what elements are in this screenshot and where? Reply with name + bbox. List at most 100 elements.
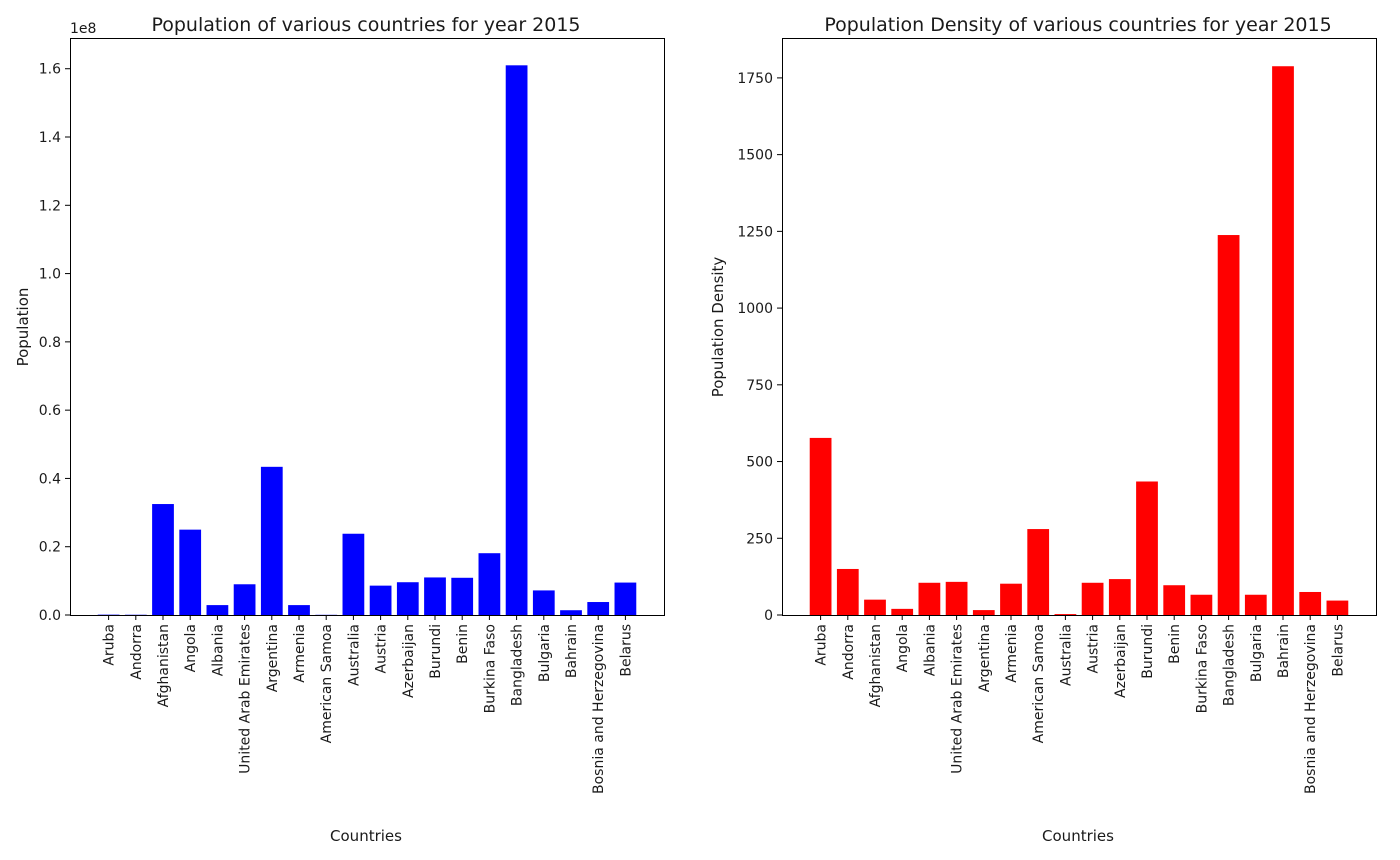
population-density-x-tick-label: Aruba: [814, 624, 830, 666]
population-density-x-tick-label: Australia: [1058, 624, 1074, 686]
population-bar-angola: [179, 529, 202, 615]
population-density-x-ticks: Aruba Andorra Afghanistan Angola Albania Unit…: [814, 615, 1346, 794]
population-density-bar-bangladesh: [1217, 235, 1240, 615]
population-density-bar-armenia: [1000, 583, 1022, 615]
population-bar-afghanistan: [152, 504, 174, 615]
population-density-x-tick-label: Angola: [895, 624, 911, 672]
population-density-x-tick-label: Bahrain: [1276, 624, 1292, 678]
population-x-tick-label: Belarus: [618, 624, 634, 677]
population-density-x-tick-label: Austria: [1086, 624, 1102, 673]
population-bar-armenia: [288, 605, 310, 615]
population-density-bar-albania: [918, 582, 941, 615]
population-density-bar-belarus: [1326, 600, 1349, 615]
population-x-tick-label: Burkina Faso: [482, 624, 498, 713]
population-density-bar-united-arab-emirates: [945, 581, 968, 615]
population-density-bar-australia: [1054, 614, 1077, 615]
population-density-x-tick-label: Argentina: [977, 624, 993, 692]
population-x-tick-label: Benin: [455, 624, 471, 664]
population-density-y-tick-label: 250: [746, 531, 773, 547]
population-x-tick-label: Australia: [346, 624, 362, 686]
population-density-y-tick-label: 500: [746, 455, 773, 471]
population-density-bar-argentina: [972, 610, 995, 615]
population-x-ticks: Aruba Andorra Afghanistan Angola Albania Unit…: [102, 615, 634, 794]
population-density-x-axis-label: Countries: [1042, 827, 1114, 845]
population-x-tick-label: Andorra: [129, 624, 145, 680]
population-density-bar-aruba: [809, 437, 832, 615]
population-density-x-tick-label: Benin: [1167, 624, 1183, 664]
population-density-plot-frame: [782, 38, 1377, 616]
population-y-tick-label: 0.8: [39, 335, 61, 351]
population-density-x-tick-label: Burundi: [1140, 624, 1156, 679]
population-density-y-tick-label: 1750: [737, 71, 773, 87]
population-density-y-tick-label: 1000: [737, 301, 773, 317]
population-density-y-tick-label: 750: [746, 378, 773, 394]
population-density-y-tick-label: 1250: [737, 224, 773, 240]
population-density-x-tick-label: United Arab Emirates: [950, 624, 966, 774]
population-y-tick-label: 1.0: [39, 267, 61, 283]
population-x-tick-label: Burundi: [428, 624, 444, 679]
population-density-y-axis-label: Population Density: [709, 257, 727, 398]
population-density-x-tick-label: Bulgaria: [1249, 624, 1265, 682]
population-density-x-tick-label: Azerbaijan: [1113, 624, 1129, 698]
population-density-bars: [809, 66, 1349, 616]
population-y-tick-label: 1.2: [39, 198, 61, 214]
population-chart: Population of various countries for year…: [14, 14, 665, 845]
population-bar-australia: [342, 533, 365, 615]
population-bar-belarus: [614, 582, 637, 615]
population-density-y-tick-label: 0: [764, 608, 773, 624]
population-x-tick-label: Afghanistan: [156, 624, 172, 707]
population-density-bar-azerbaijan: [1108, 579, 1131, 615]
population-density-bar-benin: [1163, 585, 1186, 615]
population-x-tick-label: Bangladesh: [510, 624, 526, 706]
population-y-tick-label: 1.6: [39, 62, 61, 78]
population-x-axis-label: Countries: [330, 827, 402, 845]
population-x-tick-label: Armenia: [292, 624, 308, 683]
population-bar-benin: [451, 577, 474, 615]
population-density-bar-afghanistan: [864, 599, 886, 615]
population-density-chart: Population Density of various countries …: [709, 14, 1377, 845]
population-bar-argentina: [260, 466, 283, 615]
population-plot-frame: [70, 38, 665, 616]
population-density-x-tick-label: Andorra: [841, 624, 857, 680]
population-x-tick-label: Argentina: [265, 624, 281, 692]
population-bar-bahrain: [560, 610, 582, 615]
population-bars: [97, 65, 637, 616]
population-density-bar-austria: [1081, 582, 1104, 615]
population-y-ticks: 0.0 0.2 0.4 0.6 0.8 1.0 1.2 1.4 1.6: [39, 62, 70, 624]
population-density-x-tick-label: Bosnia and Herzegovina: [1303, 624, 1319, 794]
population-density-bar-burundi: [1136, 481, 1158, 615]
population-density-x-tick-label: Burkina Faso: [1194, 624, 1210, 713]
population-bar-bosnia-and-herzegovina: [587, 602, 610, 615]
population-y-tick-label: 0.6: [39, 403, 61, 419]
population-density-bar-bahrain: [1272, 66, 1294, 616]
population-density-chart-title: Population Density of various countries …: [824, 14, 1331, 36]
population-density-bar-american-samoa: [1027, 529, 1050, 615]
population-x-tick-label: Albania: [210, 624, 226, 676]
population-y-tick-label: 0.4: [39, 471, 61, 487]
population-bar-united-arab-emirates: [233, 584, 256, 615]
population-bar-burkina-faso: [478, 553, 501, 615]
population-density-x-tick-label: Afghanistan: [868, 624, 884, 707]
population-density-bar-angola: [891, 608, 914, 615]
population-density-bar-bosnia-and-herzegovina: [1299, 591, 1322, 615]
population-bar-azerbaijan: [396, 582, 419, 615]
population-y-axis-label: Population: [14, 288, 32, 367]
population-y-tick-label: 0.2: [39, 540, 61, 556]
population-density-x-tick-label: Albania: [922, 624, 938, 676]
population-x-tick-label: United Arab Emirates: [238, 624, 254, 774]
population-density-y-tick-label: 1500: [737, 148, 773, 164]
population-bar-burundi: [424, 577, 446, 615]
population-bar-bangladesh: [505, 65, 528, 616]
population-density-x-tick-label: American Samoa: [1031, 624, 1047, 743]
population-x-tick-label: Bulgaria: [537, 624, 553, 682]
population-y-scale-label: 1e8: [70, 21, 96, 37]
population-x-tick-label: Austria: [374, 624, 390, 673]
population-x-tick-label: Bahrain: [564, 624, 580, 678]
population-density-bar-burkina-faso: [1190, 594, 1213, 615]
population-x-tick-label: Bosnia and Herzegovina: [591, 624, 607, 794]
population-x-tick-label: American Samoa: [319, 624, 335, 743]
population-density-x-tick-label: Armenia: [1004, 624, 1020, 683]
population-bar-albania: [206, 605, 229, 615]
population-x-tick-label: Azerbaijan: [401, 624, 417, 698]
